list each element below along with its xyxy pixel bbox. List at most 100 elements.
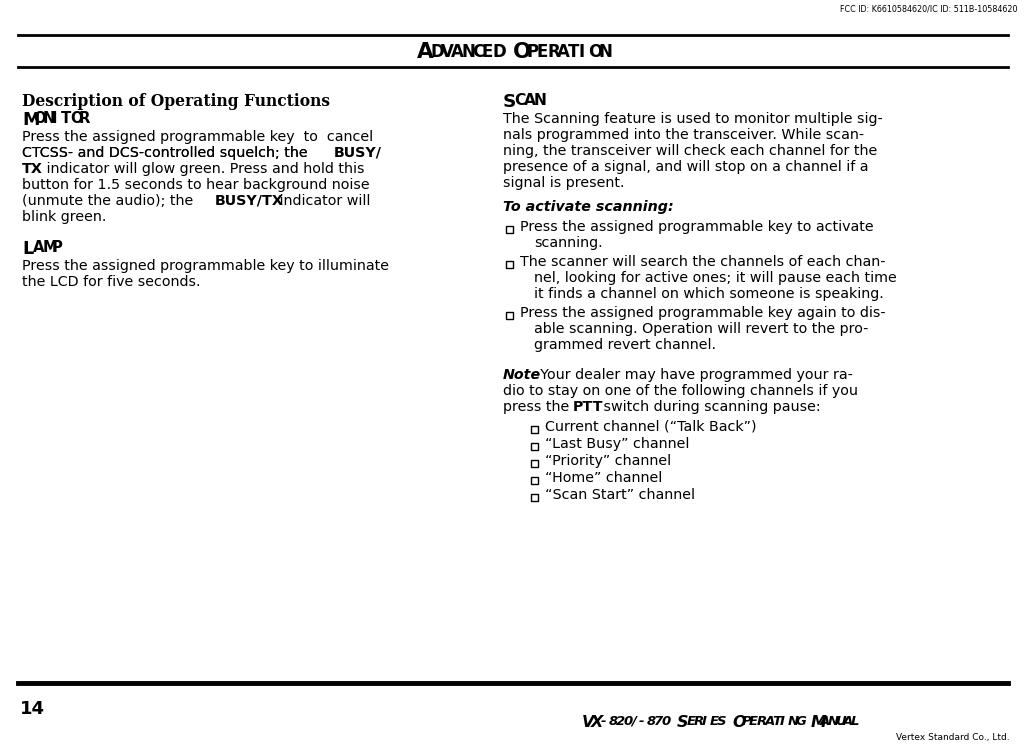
Text: CTCSS- and DCS-controlled squelch; the: CTCSS- and DCS-controlled squelch; the — [22, 146, 312, 160]
Text: it finds a channel on which someone is speaking.: it finds a channel on which someone is s… — [534, 287, 883, 301]
Text: A: A — [820, 715, 830, 728]
Text: BUSY/TX: BUSY/TX — [215, 194, 284, 208]
Text: E: E — [482, 43, 494, 61]
Text: blink green.: blink green. — [22, 210, 107, 224]
Text: A: A — [33, 240, 44, 255]
Text: The scanner will search the channels of each chan-: The scanner will search the channels of … — [520, 255, 885, 269]
Bar — [531, 443, 538, 450]
Text: O: O — [70, 111, 82, 126]
Text: Press the assigned programmable key again to dis-: Press the assigned programmable key agai… — [520, 306, 885, 320]
Text: A: A — [417, 42, 434, 62]
Text: ning, the transceiver will check each channel for the: ning, the transceiver will check each ch… — [503, 144, 877, 158]
Text: O: O — [588, 43, 602, 61]
Text: E: E — [749, 715, 758, 728]
Text: able scanning. Operation will revert to the pro-: able scanning. Operation will revert to … — [534, 322, 868, 336]
Text: 2: 2 — [616, 715, 625, 728]
Text: C: C — [514, 93, 525, 108]
Text: signal is present.: signal is present. — [503, 176, 625, 190]
Text: the LCD for five seconds.: the LCD for five seconds. — [22, 275, 200, 289]
Text: nel, looking for active ones; it will pause each time: nel, looking for active ones; it will pa… — [534, 271, 897, 285]
Text: -: - — [639, 715, 644, 728]
Text: R: R — [547, 43, 560, 61]
Text: V: V — [582, 715, 594, 730]
Text: R: R — [757, 715, 767, 728]
Text: dio to stay on one of the following channels if you: dio to stay on one of the following chan… — [503, 384, 858, 398]
Text: T: T — [773, 715, 781, 728]
Text: O: O — [733, 715, 746, 730]
Text: (unmute the audio); the: (unmute the audio); the — [22, 194, 198, 208]
Text: “Scan Start” channel: “Scan Start” channel — [545, 488, 695, 502]
Text: Press the assigned programmable key to activate: Press the assigned programmable key to a… — [520, 220, 873, 234]
Text: presence of a signal, and will stop on a channel if a: presence of a signal, and will stop on a… — [503, 160, 868, 174]
Text: To activate scanning:: To activate scanning: — [503, 200, 674, 214]
Text: Description of Operating Functions: Description of Operating Functions — [22, 93, 330, 110]
Text: CTCSS- and DCS-controlled squelch; the: CTCSS- and DCS-controlled squelch; the — [22, 146, 312, 160]
Text: G: G — [795, 715, 806, 728]
Text: A: A — [524, 93, 536, 108]
Text: Press the assigned programmable key to illuminate: Press the assigned programmable key to i… — [22, 259, 389, 273]
Bar — [506, 226, 513, 233]
Text: X: X — [591, 715, 603, 730]
Text: TX: TX — [22, 162, 43, 176]
Text: M: M — [22, 111, 39, 129]
Bar — [506, 261, 513, 268]
Text: A: A — [842, 715, 853, 728]
Text: P: P — [526, 43, 539, 61]
Text: 8: 8 — [646, 715, 656, 728]
Text: N: N — [827, 715, 838, 728]
Text: Current channel (“Talk Back”): Current channel (“Talk Back”) — [545, 420, 756, 434]
Text: BUSY/: BUSY/ — [334, 146, 382, 160]
Text: A: A — [764, 715, 775, 728]
Text: I: I — [780, 715, 785, 728]
Text: Vertex Standard Co., Ltd.: Vertex Standard Co., Ltd. — [897, 733, 1010, 742]
Text: scanning.: scanning. — [534, 236, 602, 250]
Text: N: N — [599, 43, 613, 61]
Text: U: U — [835, 715, 845, 728]
Text: Note: Note — [503, 368, 541, 382]
Text: press the: press the — [503, 400, 574, 414]
Text: O: O — [513, 42, 531, 62]
Bar — [531, 494, 538, 501]
Text: “Last Busy” channel: “Last Busy” channel — [545, 437, 689, 451]
Text: -: - — [600, 715, 606, 728]
Bar — [531, 426, 538, 433]
Text: “Home” channel: “Home” channel — [545, 471, 662, 485]
Text: 0: 0 — [624, 715, 633, 728]
Text: Press the assigned programmable key  to  cancel: Press the assigned programmable key to c… — [22, 130, 373, 144]
Text: A: A — [557, 43, 570, 61]
Text: 8: 8 — [608, 715, 618, 728]
Text: N: N — [462, 43, 475, 61]
Text: P: P — [51, 240, 63, 255]
Text: N: N — [42, 111, 54, 126]
Text: I: I — [702, 715, 707, 728]
Text: C: C — [472, 43, 484, 61]
Text: 14: 14 — [19, 700, 45, 718]
Text: M: M — [811, 715, 826, 730]
Text: The Scanning feature is used to monitor multiple sig-: The Scanning feature is used to monitor … — [503, 112, 882, 126]
Text: FCC ID: K6610584620/IC ID: 511B-10584620: FCC ID: K6610584620/IC ID: 511B-10584620 — [840, 4, 1018, 13]
Text: T: T — [567, 43, 579, 61]
Text: D: D — [430, 43, 444, 61]
Text: O: O — [33, 111, 45, 126]
Text: S: S — [677, 715, 688, 730]
Bar — [506, 312, 513, 319]
Text: I: I — [578, 43, 584, 61]
Text: button for 1.5 seconds to hear background noise: button for 1.5 seconds to hear backgroun… — [22, 178, 369, 192]
Text: L: L — [851, 715, 859, 728]
Text: A: A — [451, 43, 464, 61]
Text: switch during scanning pause:: switch during scanning pause: — [599, 400, 821, 414]
Text: 7: 7 — [655, 715, 664, 728]
Text: indicator will: indicator will — [275, 194, 370, 208]
Text: E: E — [709, 715, 718, 728]
Text: PTT: PTT — [573, 400, 603, 414]
Text: R: R — [79, 111, 90, 126]
Text: T: T — [61, 111, 71, 126]
Text: S: S — [503, 93, 516, 111]
Text: 0: 0 — [662, 715, 671, 728]
Text: L: L — [22, 240, 33, 258]
Text: R: R — [694, 715, 704, 728]
Text: “Priority” channel: “Priority” channel — [545, 454, 671, 468]
Bar — [531, 477, 538, 484]
Text: N: N — [534, 93, 547, 108]
Text: S: S — [717, 715, 726, 728]
